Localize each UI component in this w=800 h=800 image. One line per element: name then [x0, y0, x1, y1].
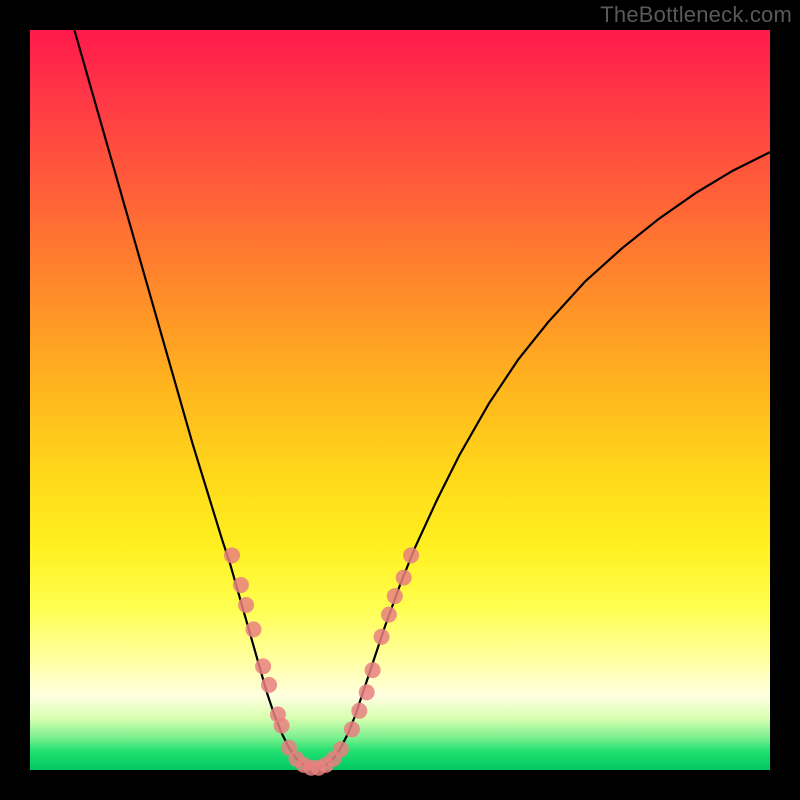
marker-point: [233, 577, 249, 593]
marker-point: [224, 547, 240, 563]
marker-point: [374, 629, 390, 645]
marker-point: [274, 718, 290, 734]
plot-area: [30, 30, 770, 770]
marker-group: [224, 547, 419, 775]
marker-point: [387, 588, 403, 604]
curve-layer: [30, 30, 770, 770]
marker-point: [396, 570, 412, 586]
watermark-text: TheBottleneck.com: [600, 2, 792, 28]
marker-point: [359, 684, 375, 700]
chart-container: TheBottleneck.com: [0, 0, 800, 800]
marker-point: [381, 607, 397, 623]
marker-point: [255, 658, 271, 674]
marker-point: [333, 741, 349, 757]
marker-point: [403, 547, 419, 563]
bottleneck-curve: [74, 30, 770, 768]
marker-point: [245, 621, 261, 637]
marker-point: [351, 703, 367, 719]
marker-point: [238, 597, 254, 613]
marker-point: [261, 677, 277, 693]
marker-point: [365, 662, 381, 678]
marker-point: [344, 721, 360, 737]
